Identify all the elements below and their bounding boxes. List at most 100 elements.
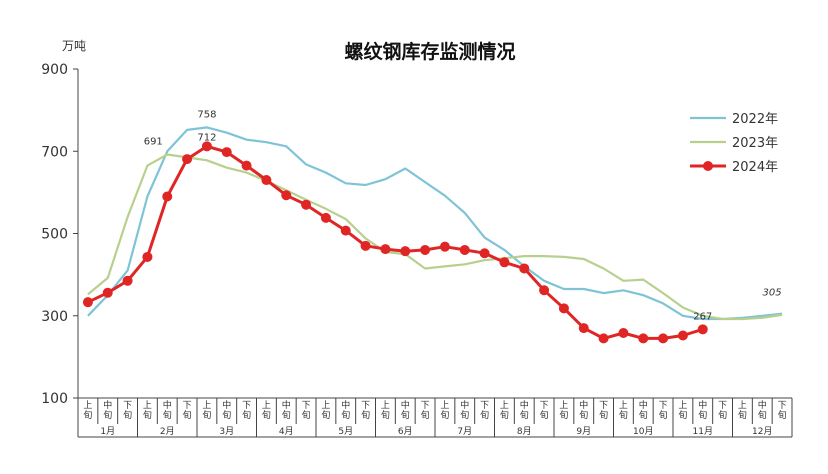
- axes-layer: 100300500700900上旬中旬下旬上旬中旬下旬上旬中旬下旬上旬中旬下旬上…: [41, 62, 793, 438]
- chart-title: 螺纹钢库存监测情况: [344, 40, 515, 63]
- y-tick-label: 500: [41, 227, 68, 243]
- x-month-label: 2月: [160, 426, 175, 437]
- legend-label: 2023年: [732, 136, 778, 151]
- y-tick-label: 300: [41, 309, 68, 325]
- x-period-label: 下旬: [718, 401, 727, 421]
- data-point: [638, 333, 649, 344]
- x-period-label: 中旬: [222, 399, 231, 421]
- x-period-label: 上旬: [143, 400, 152, 421]
- x-period-label: 中旬: [639, 399, 648, 421]
- x-period-label: 中旬: [341, 399, 350, 421]
- x-period-label: 中旬: [282, 399, 291, 421]
- data-point: [519, 263, 530, 274]
- x-period-label: 上旬: [321, 400, 330, 421]
- x-period-label: 下旬: [242, 401, 251, 421]
- x-month-label: 12月: [752, 426, 772, 437]
- x-period-label: 中旬: [520, 399, 529, 421]
- data-point: [102, 287, 113, 298]
- x-period-label: 上旬: [619, 400, 628, 421]
- y-tick-label: 700: [41, 144, 68, 160]
- series-2023年: [87, 153, 783, 321]
- data-point: [281, 190, 292, 201]
- data-point: [558, 303, 569, 314]
- data-point: [439, 241, 450, 252]
- data-point: [479, 248, 490, 259]
- x-period-label: 中旬: [698, 399, 707, 421]
- x-month-label: 11月: [693, 426, 713, 437]
- data-label: 758: [197, 109, 216, 120]
- x-period-label: 上旬: [500, 400, 509, 421]
- data-point: [241, 160, 252, 171]
- data-point: [142, 251, 153, 262]
- data-point: [340, 225, 351, 236]
- data-point: [380, 244, 391, 255]
- data-label: 712: [197, 132, 216, 143]
- x-period-label: 下旬: [183, 401, 192, 421]
- data-point: [539, 285, 550, 296]
- data-point: [578, 323, 589, 334]
- x-period-label: 上旬: [83, 400, 92, 421]
- x-period-label: 中旬: [401, 399, 410, 421]
- data-point: [677, 330, 688, 341]
- series-layer: [82, 126, 783, 344]
- data-point: [658, 333, 669, 344]
- x-period-label: 上旬: [678, 400, 687, 421]
- data-point: [618, 328, 629, 339]
- x-period-label: 下旬: [302, 401, 311, 421]
- x-month-label: 5月: [338, 426, 353, 437]
- data-point: [400, 246, 411, 257]
- y-tick-label: 900: [41, 62, 68, 78]
- x-period-label: 上旬: [738, 400, 747, 421]
- data-point: [162, 191, 173, 202]
- x-period-label: 中旬: [163, 399, 172, 421]
- x-month-label: 3月: [219, 426, 234, 437]
- x-period-label: 下旬: [599, 401, 608, 421]
- series-line: [87, 144, 704, 340]
- x-period-label: 中旬: [758, 399, 767, 421]
- data-point: [261, 175, 272, 186]
- legend-label: 2024年: [732, 160, 778, 175]
- data-point: [320, 212, 331, 223]
- legend-label: 2022年: [732, 112, 778, 127]
- x-month-label: 4月: [279, 426, 294, 437]
- data-point: [420, 244, 431, 255]
- y-axis-unit-label: 万吨: [62, 39, 86, 53]
- x-period-label: 下旬: [778, 401, 787, 421]
- y-tick-label: 100: [41, 391, 68, 407]
- legend-marker: [703, 161, 713, 171]
- annotation-layer: 758 691 712 267 305: [144, 109, 782, 322]
- series-2022年: [87, 126, 783, 321]
- x-period-label: 中旬: [460, 399, 469, 421]
- data-point: [122, 275, 133, 286]
- data-point: [360, 240, 371, 251]
- x-period-label: 上旬: [202, 400, 211, 421]
- series-line: [87, 126, 783, 321]
- x-period-label: 中旬: [579, 399, 588, 421]
- x-period-label: 下旬: [421, 401, 430, 421]
- data-point: [221, 147, 232, 158]
- x-period-label: 下旬: [540, 401, 549, 421]
- x-period-label: 中旬: [103, 399, 112, 421]
- x-period-label: 上旬: [440, 400, 449, 421]
- data-point: [301, 199, 312, 210]
- x-period-label: 上旬: [559, 400, 568, 421]
- x-period-label: 下旬: [659, 401, 668, 421]
- x-period-label: 下旬: [123, 401, 132, 421]
- x-month-label: 6月: [398, 426, 413, 437]
- x-period-label: 下旬: [361, 401, 370, 421]
- data-label: 691: [144, 137, 163, 148]
- x-month-label: 1月: [100, 426, 115, 437]
- x-period-label: 上旬: [262, 400, 271, 421]
- x-period-label: 下旬: [480, 401, 489, 421]
- x-month-label: 7月: [457, 426, 472, 437]
- x-month-label: 10月: [633, 426, 653, 437]
- data-label: 267: [693, 311, 712, 322]
- data-label: 305: [763, 288, 782, 299]
- x-period-label: 上旬: [381, 400, 390, 421]
- data-point: [201, 141, 212, 152]
- x-month-label: 8月: [517, 426, 532, 437]
- data-point: [598, 333, 609, 344]
- legend: 2022年 2023年 2024年: [690, 112, 778, 175]
